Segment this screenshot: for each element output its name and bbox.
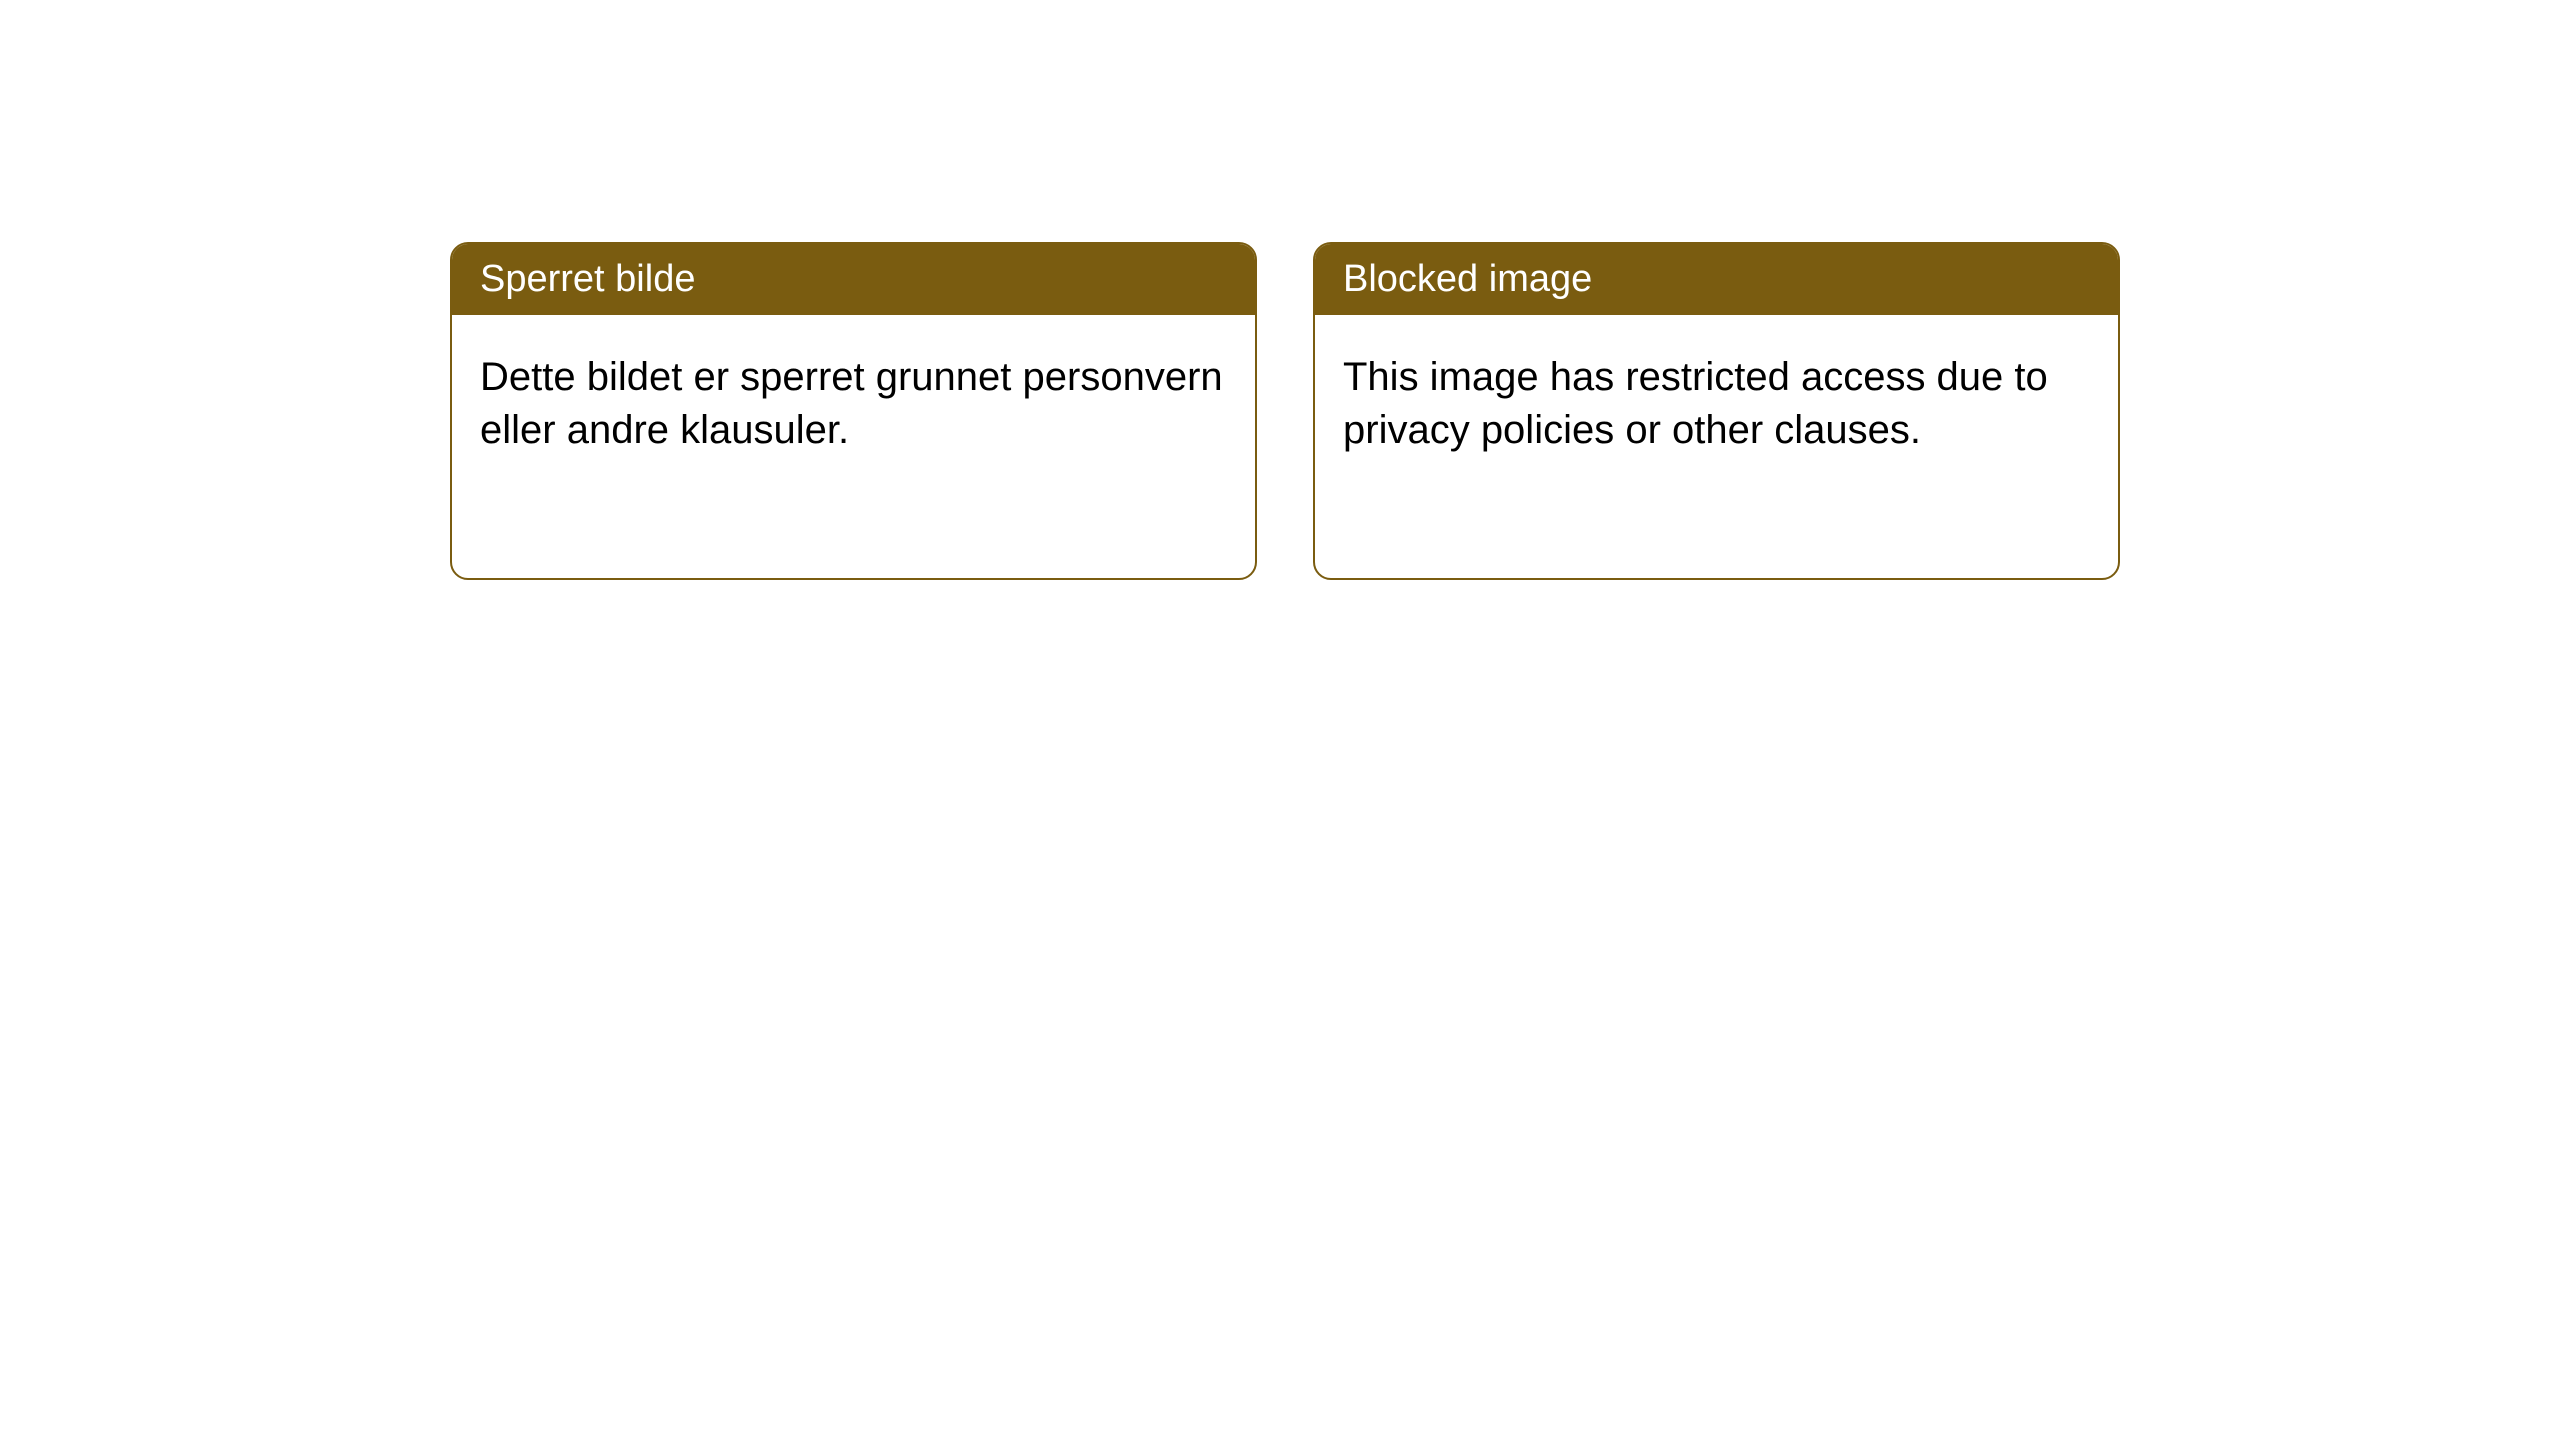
notice-card-english: Blocked image This image has restricted … <box>1313 242 2120 580</box>
notice-title: Blocked image <box>1315 244 2118 315</box>
notice-body: This image has restricted access due to … <box>1315 315 2118 493</box>
notice-card-norwegian: Sperret bilde Dette bildet er sperret gr… <box>450 242 1257 580</box>
notice-container: Sperret bilde Dette bildet er sperret gr… <box>0 0 2560 580</box>
notice-title: Sperret bilde <box>452 244 1255 315</box>
notice-body: Dette bildet er sperret grunnet personve… <box>452 315 1255 493</box>
